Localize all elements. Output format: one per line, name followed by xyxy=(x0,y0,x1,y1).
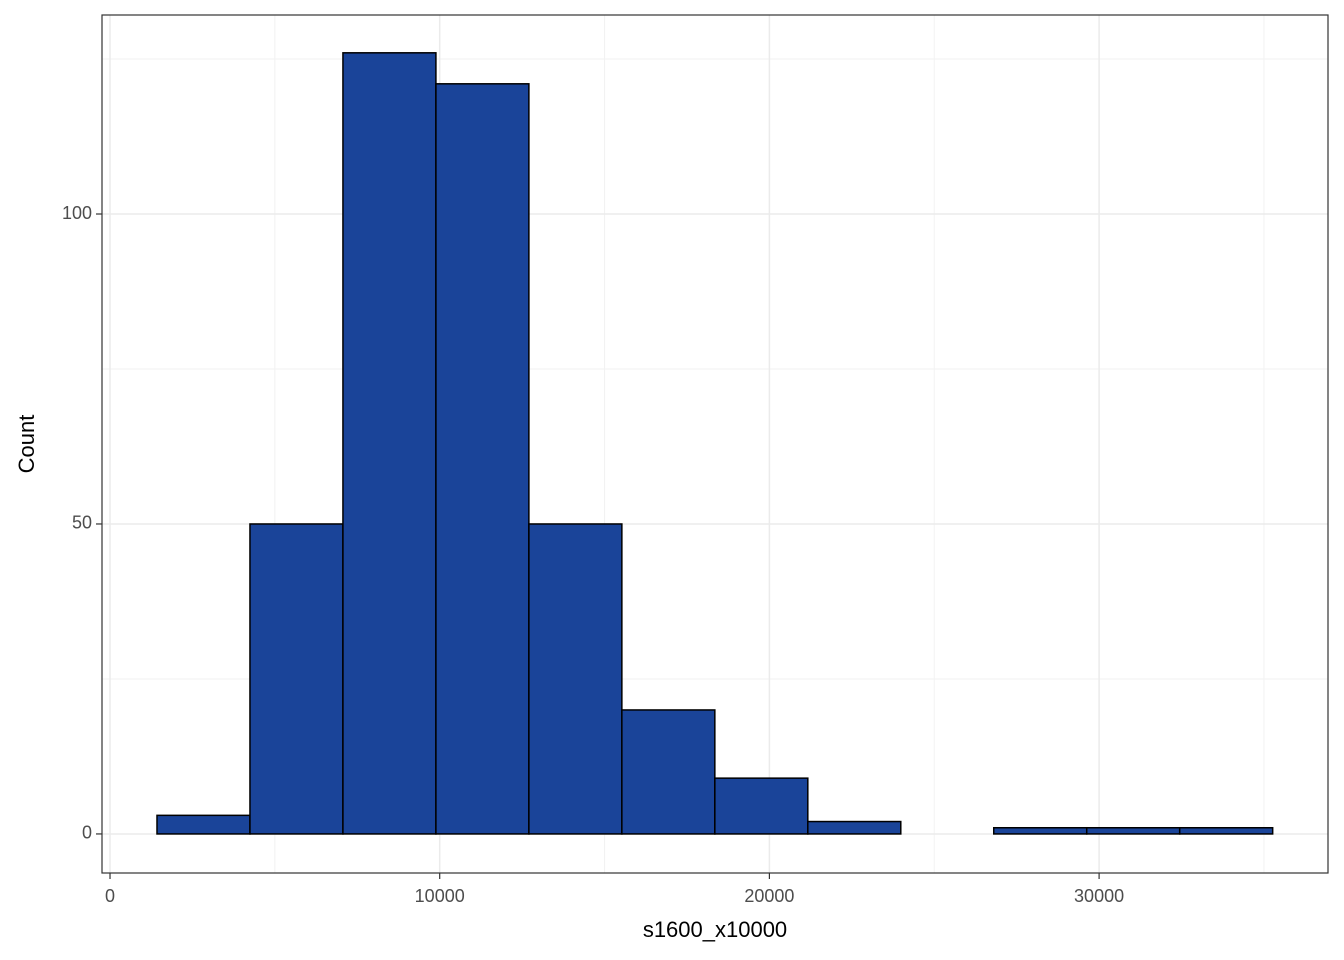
bar xyxy=(342,52,437,835)
bar xyxy=(714,777,809,835)
bar xyxy=(993,826,1088,835)
bar xyxy=(249,523,344,835)
bar xyxy=(807,820,902,835)
bar xyxy=(435,83,530,835)
x-tick-label: 20000 xyxy=(744,886,794,906)
y-axis-title: Count xyxy=(14,415,39,474)
bar xyxy=(528,523,623,835)
y-tick-label: 100 xyxy=(62,203,92,223)
bar xyxy=(1178,826,1274,835)
bar xyxy=(156,814,251,835)
panel-border xyxy=(101,14,1329,874)
x-tick-label: 30000 xyxy=(1074,886,1124,906)
x-axis-title: s1600_x10000 xyxy=(643,917,787,942)
x-tick-label: 0 xyxy=(105,886,115,906)
bar xyxy=(1085,826,1181,835)
x-tick-label: 10000 xyxy=(415,886,465,906)
y-tick-label: 50 xyxy=(72,513,92,533)
bar xyxy=(621,709,716,835)
y-tick-label: 0 xyxy=(82,823,92,843)
